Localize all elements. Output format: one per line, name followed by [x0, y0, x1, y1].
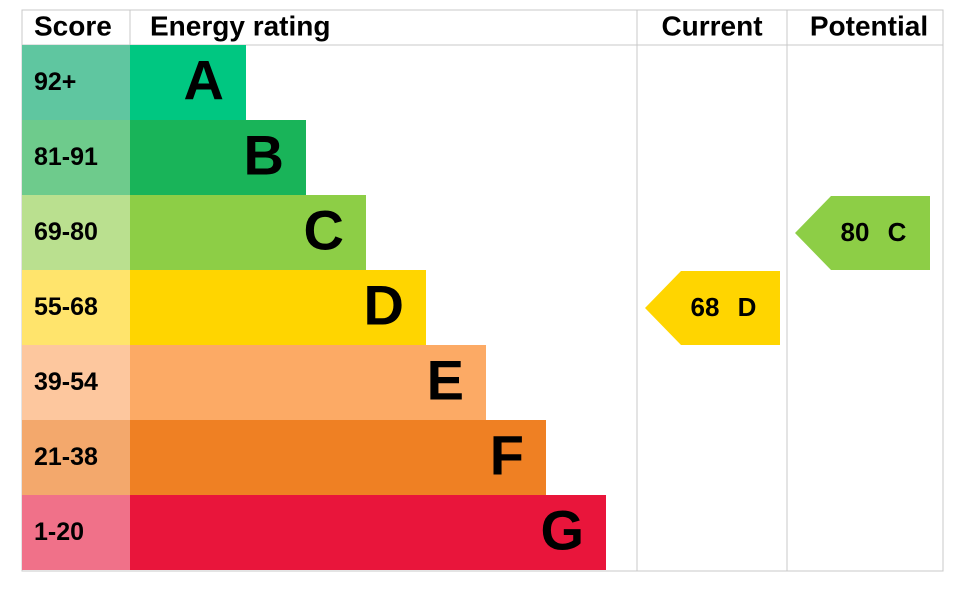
score-cell [22, 120, 130, 195]
rating-bar [130, 495, 606, 570]
score-cell [22, 45, 130, 120]
score-label: 81-91 [34, 143, 98, 171]
score-cell [22, 345, 130, 420]
rating-bar [130, 345, 486, 420]
score-cell [22, 270, 130, 345]
rating-bar [130, 270, 426, 345]
rating-letter: E [427, 348, 464, 411]
rating-letter: D [364, 273, 404, 336]
rating-letter: B [244, 123, 284, 186]
rating-bar [130, 195, 366, 270]
current-rating: D [738, 292, 757, 322]
rating-letter: G [540, 498, 584, 561]
score-label: 92+ [34, 68, 76, 96]
score-label: 55-68 [34, 293, 98, 321]
current-arrow [645, 271, 780, 345]
rating-bar [130, 45, 246, 120]
potential-arrow [795, 196, 930, 270]
score-cell [22, 195, 130, 270]
score-label: 39-54 [34, 368, 98, 396]
score-cell [22, 420, 130, 495]
rating-bar [130, 120, 306, 195]
header-rating: Energy rating [150, 10, 330, 41]
header-potential: Potential [810, 10, 928, 41]
score-cell [22, 495, 130, 570]
rating-letter: A [184, 48, 224, 111]
score-label: 21-38 [34, 443, 98, 471]
rating-letter: C [304, 198, 344, 261]
potential-rating: C [888, 217, 907, 247]
current-value: 68 [691, 292, 720, 322]
rating-bar [130, 420, 546, 495]
rating-letter: F [490, 423, 524, 486]
score-label: 69-80 [34, 218, 98, 246]
header-current: Current [661, 10, 762, 41]
score-label: 1-20 [34, 518, 84, 546]
potential-value: 80 [841, 217, 870, 247]
header-score: Score [34, 10, 112, 41]
